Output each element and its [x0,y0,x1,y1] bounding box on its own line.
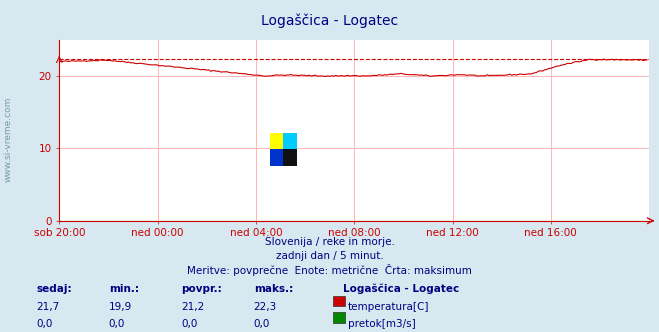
Text: maks.:: maks.: [254,284,293,294]
Text: Logaščica - Logatec: Logaščica - Logatec [343,284,459,294]
Text: www.si-vreme.com: www.si-vreme.com [4,97,13,182]
Bar [283,133,297,149]
Text: zadnji dan / 5 minut.: zadnji dan / 5 minut. [275,251,384,261]
Bar [270,133,283,149]
Text: 0,0: 0,0 [36,319,53,329]
Text: 0,0: 0,0 [254,319,270,329]
Text: sedaj:: sedaj: [36,284,72,294]
Text: min.:: min.: [109,284,139,294]
Bar [283,149,297,166]
Text: 19,9: 19,9 [109,302,132,312]
Text: 22,3: 22,3 [254,302,277,312]
Text: 0,0: 0,0 [181,319,198,329]
Text: temperatura[C]: temperatura[C] [348,302,430,312]
Text: Logaščica - Logatec: Logaščica - Logatec [261,13,398,28]
Text: povpr.:: povpr.: [181,284,222,294]
Text: pretok[m3/s]: pretok[m3/s] [348,319,416,329]
Text: 21,7: 21,7 [36,302,59,312]
Text: 0,0: 0,0 [109,319,125,329]
Text: Slovenija / reke in morje.: Slovenija / reke in morje. [264,237,395,247]
Text: Meritve: povprečne  Enote: metrične  Črta: maksimum: Meritve: povprečne Enote: metrične Črta:… [187,264,472,276]
Text: 21,2: 21,2 [181,302,204,312]
Bar [270,149,283,166]
